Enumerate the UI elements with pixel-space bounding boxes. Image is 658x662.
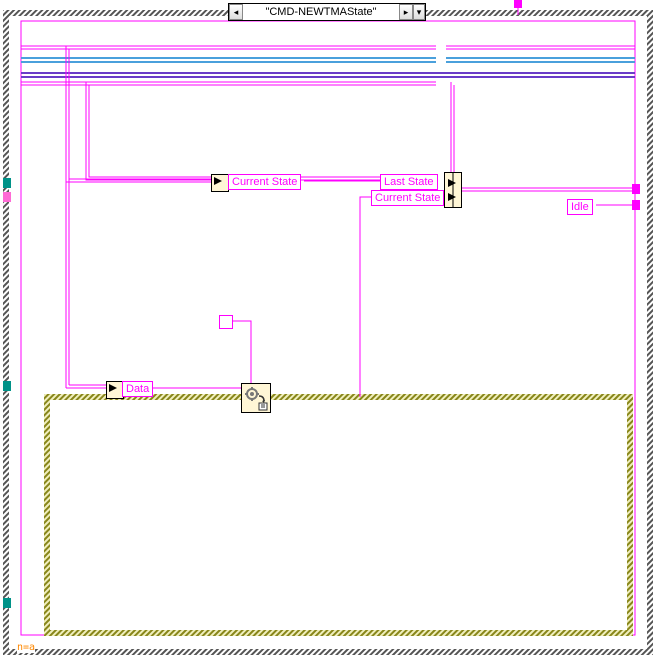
case-dropdown-button[interactable]: ▾ [413, 4, 425, 20]
case-selector-text: "CMD-NEWTMAState" [243, 6, 399, 18]
case-next-button[interactable]: ▸ [399, 4, 413, 20]
data-label: Data [122, 381, 153, 397]
current-state-label-2: Current State [371, 190, 444, 206]
inner-structure [47, 397, 630, 633]
case-structure-border [21, 21, 635, 635]
outer-structure [6, 13, 650, 652]
tunnel-top [514, 0, 522, 8]
empty-pink-constant [219, 315, 233, 329]
wires-pink-cluster [66, 46, 635, 397]
last-state-label: Last State [380, 174, 438, 190]
case-selector[interactable]: ◂ "CMD-NEWTMAState" ▸ ▾ [228, 3, 426, 21]
unbundle-current-state-arrow [211, 174, 229, 192]
current-state-label-1: Current State [228, 174, 301, 190]
case-prev-button[interactable]: ◂ [229, 4, 243, 20]
subvi-icon[interactable] [241, 383, 271, 413]
bundle-output-node [444, 172, 462, 208]
right-tunnels [632, 184, 640, 210]
n-equals-a-label: n=a [17, 642, 35, 653]
wire-rails-top [21, 44, 635, 85]
idle-constant: Idle [567, 199, 593, 215]
